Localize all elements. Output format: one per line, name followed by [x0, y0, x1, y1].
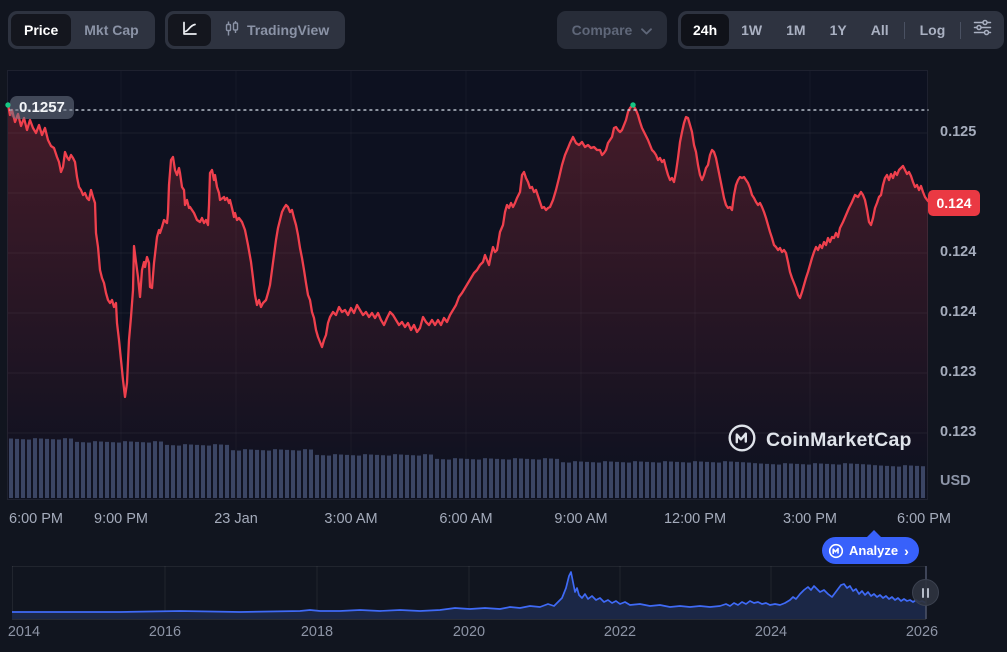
- chevron-down-icon: [641, 22, 653, 38]
- timeline-area: [12, 572, 926, 619]
- timeline-year-label: 2022: [603, 624, 637, 640]
- range-1w[interactable]: 1W: [741, 22, 763, 38]
- unit-label: USD: [940, 473, 971, 489]
- y-axis-label: 0.123: [940, 424, 977, 440]
- tab-mktcap[interactable]: Mkt Cap: [71, 14, 151, 46]
- divider: [960, 21, 962, 39]
- watermark-text: CoinMarketCap: [766, 429, 912, 451]
- y-axis-label: 0.124: [940, 244, 977, 260]
- price-mktcap-toggle: Price Mkt Cap: [8, 11, 155, 49]
- tab-price[interactable]: Price: [11, 14, 72, 46]
- analyze-button[interactable]: Analyze ›: [822, 530, 919, 564]
- line-chart-icon: [181, 20, 198, 40]
- x-axis-label: 3:00 PM: [783, 511, 837, 527]
- x-axis-label: 6:00 AM: [439, 511, 493, 527]
- chart-settings-button[interactable]: [964, 19, 1001, 41]
- high-marker-dot: [630, 102, 636, 108]
- compare-button[interactable]: Compare: [557, 11, 667, 49]
- range-1m[interactable]: 1M: [786, 22, 806, 38]
- x-axis-label: 9:00 AM: [554, 511, 608, 527]
- x-axis-label: 12:00 PM: [663, 511, 727, 527]
- tab-mktcap-label: Mkt Cap: [84, 22, 139, 38]
- y-axis-label: 0.123: [940, 364, 977, 380]
- timeline-year-label: 2026: [905, 624, 939, 640]
- range-all[interactable]: All: [870, 22, 889, 38]
- range-24h[interactable]: 24h: [681, 14, 730, 46]
- analyze-logo-icon: [828, 543, 844, 559]
- range-1y[interactable]: 1Y: [829, 22, 847, 38]
- analyze-label: Analyze: [849, 543, 899, 558]
- tab-tradingview[interactable]: TradingView: [211, 14, 342, 46]
- divider: [903, 21, 905, 39]
- tab-line-chart[interactable]: [168, 14, 211, 46]
- timeline-year-label: 2024: [754, 624, 788, 640]
- timeline-year-label: 2016: [148, 624, 182, 640]
- y-axis-label: 0.125: [940, 124, 977, 140]
- timeline-drag-handle[interactable]: [912, 579, 939, 606]
- tab-tradingview-label: TradingView: [247, 22, 330, 38]
- timeline-line: [12, 571, 927, 613]
- candlestick-icon: [224, 20, 240, 40]
- volume-bars: [9, 438, 925, 498]
- compare-label: Compare: [571, 22, 633, 38]
- x-axis-label: 6:00 PM: [9, 511, 63, 527]
- x-axis-label: 9:00 PM: [94, 511, 148, 527]
- current-price-badge: 0.124: [928, 190, 980, 216]
- chart-type-toggle: TradingView: [165, 11, 346, 49]
- high-marker-dot: [5, 102, 11, 108]
- timeline-year-label: 2018: [300, 624, 334, 640]
- x-axis-label: 6:00 PM: [897, 511, 951, 527]
- price-line: [7, 102, 928, 399]
- watermark: CoinMarketCap: [727, 423, 912, 458]
- tab-price-label: Price: [24, 22, 59, 38]
- x-axis-label: 3:00 AM: [324, 511, 378, 527]
- range-selector: 24h 1W 1M 1Y All Log: [678, 11, 1005, 49]
- y-axis-label: 0.124: [940, 304, 977, 320]
- log-scale-toggle[interactable]: Log: [908, 14, 958, 46]
- log-label: Log: [919, 22, 946, 38]
- timeline-year-label: 2014: [7, 624, 41, 640]
- high-price-label: 0.1257: [10, 96, 74, 119]
- sliders-icon: [973, 19, 992, 41]
- x-axis-label: 23 Jan: [214, 511, 258, 527]
- timeline-year-label: 2020: [452, 624, 486, 640]
- chevron-right-icon: ›: [904, 542, 909, 559]
- coinmarketcap-logo-icon: [727, 423, 757, 458]
